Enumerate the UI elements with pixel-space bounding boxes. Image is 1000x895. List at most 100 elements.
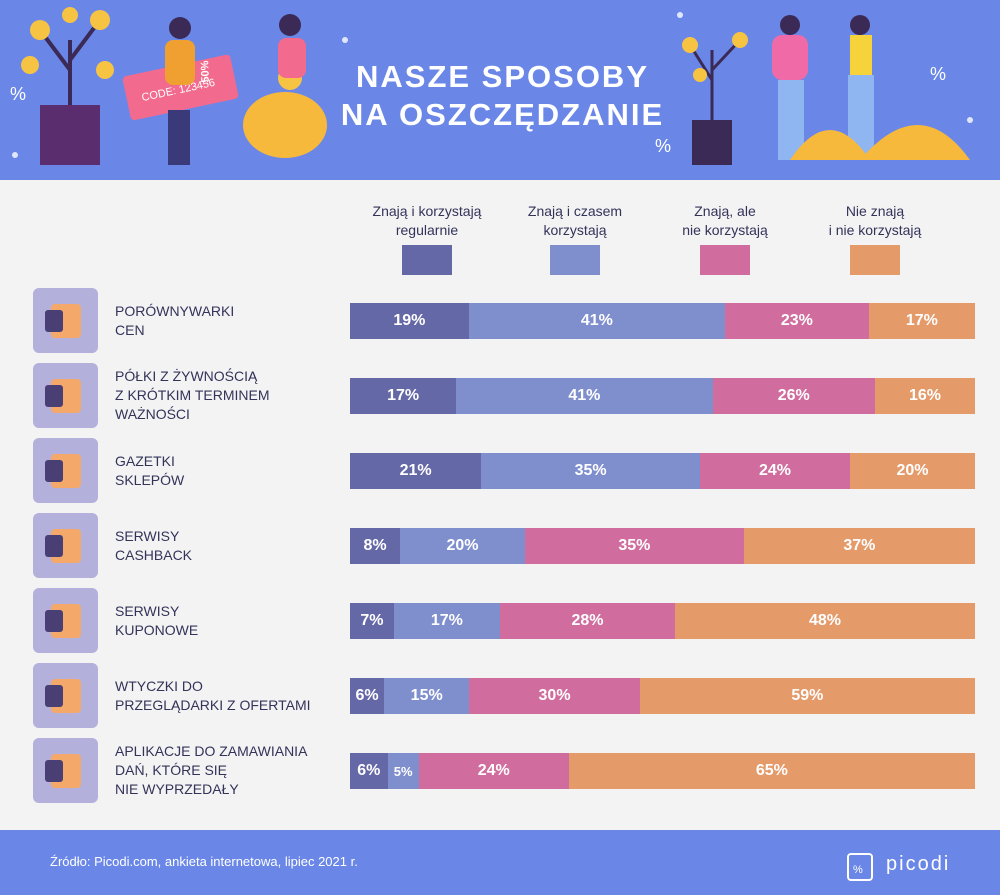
bar-segment: 41% [468,303,725,339]
data-label: 7% [360,612,384,629]
category-label: GAZETKI SKLEPÓW [115,438,335,503]
data-label: 65% [755,762,788,779]
data-label: 15% [410,687,443,704]
plant-right-icon [682,32,748,165]
category-label-line: NIE WYPRZEDAŁY [115,781,239,797]
header-banner: CODE: 123456 50% %%% NASZE SPOSOBY NA OS… [0,0,1000,180]
sparkle-icon [12,12,973,158]
svg-text:%: % [853,864,865,876]
category-label: SERWISY CASHBACK [115,513,335,578]
bar-segment: 35% [481,453,700,489]
data-label: 5% [393,763,413,779]
title-line-1: NASZE SPOSOBY [356,59,649,94]
category-label: PÓŁKI Z ŻYWNOŚCIĄ Z KRÓTKIM TERMINEM WAŻNO… [115,363,335,428]
shelf-clock-icon [33,363,98,428]
category-label-line: KUPONOWE [115,621,199,638]
category-label-line: WAŻNOŚCI [115,406,190,422]
data-label: 6% [357,762,381,779]
picodi-logo-icon: % [847,853,873,881]
person-right2-icon [848,15,874,155]
legend-swatch [700,245,750,275]
data-label: 35% [574,462,607,479]
data-label: 23% [780,312,813,329]
bar-segment: 65% [568,753,975,789]
data-label: 17% [430,612,463,629]
legend-label-line: Znają i korzystają [372,203,482,219]
data-label: 21% [399,462,432,479]
category-label-line: CEN [115,321,145,338]
category-label-line: DAŃ, KTÓRE SIĘ [115,762,228,778]
legend-swatch [402,245,452,275]
bar-segment: 59% [639,678,975,714]
category-label-line: CASHBACK [115,546,193,563]
bar-segment: 28% [500,603,675,639]
data-label: 16% [908,387,942,404]
percent-icon: %%% [10,64,946,156]
data-label: 24% [758,462,792,479]
data-label: 17% [387,387,420,404]
leaflet-icon [33,438,98,503]
legend-label: Znają i czasem korzystają [495,202,655,240]
data-label: 35% [618,537,651,554]
bar-segment: 20% [400,528,525,564]
category-label-line: SERWISY [115,527,180,544]
bar-segment: 17% [868,303,975,339]
category-label: WTYCZKI DO PRZEGLĄDARKI Z OFERTAMI [115,663,335,728]
category-label-line: PÓŁKI Z ŻYWNOŚCIĄ [115,368,258,384]
data-label: 28% [571,612,604,629]
category-label: PORÓWNYWARKI CEN [115,288,335,353]
category-label-line: SKLEPÓW [115,471,185,488]
bar-segment: 24% [418,753,569,789]
legend-swatch [550,245,600,275]
page-title: NASZE SPOSOBY NA OSZCZĘDZANIE [330,58,675,134]
browser-window-icon [33,663,98,728]
bar-segment: 6% [350,678,385,714]
legend-label-line: korzystają [543,222,607,238]
price-tag-icon [33,288,98,353]
header-illustration: CODE: 123456 50% %%% [10,7,973,165]
bar-segment: 8% [350,528,400,564]
category-label: APLIKACJE DO ZAMAWIANIA DAŃ, KTÓRE SIĘ NIE… [115,738,335,803]
bar-segment: 15% [384,678,470,714]
data-label: 41% [568,387,601,404]
source-note: Źródło: Picodi.com, ankieta internetowa,… [50,854,358,869]
bar-segment: 16% [875,378,975,414]
bar-segment: 23% [725,303,869,339]
legend-label-line: Nie znają [845,203,905,219]
category-label-line: Z KRÓTKIM TERMINEM [115,387,270,403]
legend-label-line: nie korzystają [682,222,768,238]
data-label: 24% [477,762,510,779]
category-label-line: APLIKACJE DO ZAMAWIANIA [115,743,308,759]
bar-segment: 17% [393,603,500,639]
data-label: 48% [808,612,842,629]
legend-label-line: i nie korzystają [828,222,922,238]
category-label-line: PRZEGLĄDARKI Z OFERTAMI [115,696,311,713]
person-woman-icon [278,14,306,78]
person-right-icon [772,15,808,160]
plant-left-icon [21,7,114,165]
svg-text:%: % [930,64,946,84]
data-label: 41% [580,312,613,329]
logo-text: picodi [886,852,951,875]
legend-label: Nie znają i nie korzystają [795,202,955,240]
data-label: 26% [777,387,810,404]
data-label: 19% [393,312,426,329]
smartphone-icon [33,738,98,803]
data-label: 17% [905,312,938,329]
data-label: 8% [363,537,387,554]
picodi-logo: % picodi [842,844,950,884]
legend-label: Znają, ale nie korzystają [645,202,805,240]
bar-segment: 37% [743,528,975,564]
bar-segment: 41% [456,378,713,414]
cashback-coin-icon [33,513,98,578]
bar-segment: 35% [525,528,744,564]
bar-segment: 21% [350,453,482,489]
legend-label-line: Znają i czasem [527,203,623,219]
legend-swatch [850,245,900,275]
data-label: 20% [896,462,929,479]
data-label: 37% [843,537,876,554]
svg-text:%: % [10,84,26,104]
bar-segment: 17% [350,378,457,414]
bar-segment: 30% [469,678,640,714]
category-label-line: WTYCZKI DO [115,677,203,694]
